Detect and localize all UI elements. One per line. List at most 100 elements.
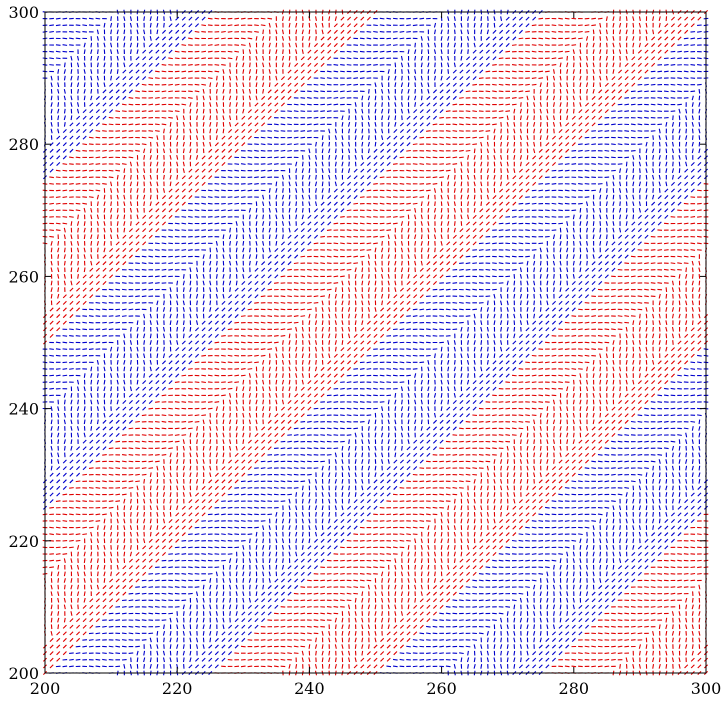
- vector-arrow: [282, 558, 284, 563]
- vector-arrow: [148, 399, 153, 405]
- vector-arrow: [57, 597, 60, 603]
- vector-arrow: [102, 419, 107, 424]
- vector-arrow: [334, 505, 337, 511]
- vector-arrow: [260, 17, 266, 20]
- vector-arrow: [149, 478, 152, 484]
- vector-arrow: [116, 69, 119, 74]
- vector-arrow: [267, 426, 272, 431]
- vector-arrow: [161, 70, 167, 73]
- vector-arrow: [307, 76, 312, 81]
- vector-arrow: [359, 196, 365, 198]
- vector-arrow: [195, 353, 200, 358]
- vector-arrow: [282, 49, 284, 55]
- vector-arrow: [201, 175, 206, 180]
- vector-arrow: [341, 320, 344, 326]
- vector-arrow: [168, 43, 173, 48]
- vector-arrow: [189, 452, 192, 458]
- vector-arrow: [313, 552, 319, 557]
- vector-arrow: [136, 22, 139, 28]
- vector-arrow: [300, 82, 305, 87]
- vector-arrow: [168, 49, 173, 54]
- vector-arrow: [293, 460, 299, 463]
- vector-arrow: [82, 150, 88, 152]
- vector-arrow: [295, 353, 298, 359]
- vector-arrow: [308, 498, 311, 504]
- vector-arrow: [89, 446, 94, 451]
- vector-arrow: [274, 89, 279, 94]
- vector-arrow: [57, 293, 60, 299]
- vector-arrow: [76, 142, 81, 147]
- vector-arrow: [293, 262, 299, 265]
- vector-arrow: [195, 320, 199, 326]
- vector-arrow: [308, 505, 311, 511]
- vector-arrow: [161, 90, 167, 93]
- vector-arrow: [341, 624, 344, 630]
- vector-arrow: [281, 55, 285, 61]
- vector-arrow: [221, 300, 226, 305]
- vector-arrow: [49, 387, 54, 390]
- vector-arrow: [130, 512, 132, 517]
- vector-arrow: [201, 354, 206, 357]
- vector-arrow: [367, 439, 370, 445]
- vector-arrow: [240, 196, 246, 198]
- vector-arrow: [248, 412, 251, 418]
- vector-arrow: [123, 42, 126, 48]
- vector-arrow: [353, 195, 358, 200]
- vector-arrow: [315, 174, 317, 180]
- vector-arrow: [169, 664, 172, 669]
- vector-arrow: [161, 532, 166, 537]
- vector-arrow: [215, 240, 218, 246]
- vector-arrow: [96, 406, 99, 411]
- vector-arrow: [313, 399, 319, 405]
- vector-arrow: [175, 518, 180, 523]
- vector-arrow: [300, 130, 306, 132]
- vector-arrow: [201, 155, 206, 160]
- vector-arrow: [333, 532, 338, 537]
- vector-arrow: [235, 564, 238, 570]
- vector-arrow: [62, 142, 67, 147]
- vector-arrow: [288, 518, 291, 524]
- vector-arrow: [136, 366, 139, 372]
- vector-arrow: [214, 320, 219, 325]
- vector-arrow: [262, 406, 265, 411]
- vector-arrow: [116, 359, 119, 365]
- vector-arrow: [241, 452, 246, 457]
- vector-arrow: [215, 260, 218, 266]
- vector-arrow: [300, 393, 305, 398]
- vector-arrow: [76, 545, 80, 550]
- vector-arrow: [354, 108, 357, 114]
- vector-arrow: [83, 558, 86, 563]
- vector-arrow: [109, 22, 113, 28]
- vector-arrow: [346, 83, 352, 86]
- vector-arrow: [249, 584, 251, 590]
- vector-arrow: [128, 247, 133, 252]
- vector-arrow: [254, 328, 259, 331]
- vector-arrow: [55, 381, 61, 384]
- vector-arrow: [255, 49, 258, 55]
- vector-arrow: [262, 201, 265, 207]
- vector-arrow: [89, 115, 94, 120]
- vector-arrow: [63, 412, 66, 418]
- vector-arrow: [182, 274, 185, 279]
- vector-arrow: [353, 499, 358, 504]
- vector-arrow: [123, 518, 126, 524]
- vector-arrow: [130, 221, 132, 226]
- vector-arrow: [156, 340, 159, 345]
- vector-arrow: [361, 485, 364, 491]
- vector-arrow: [242, 597, 245, 603]
- vector-arrow: [340, 235, 345, 238]
- vector-arrow: [300, 308, 306, 311]
- vector-arrow: [340, 181, 345, 186]
- vector-arrow: [130, 36, 132, 41]
- vector-arrow: [201, 492, 206, 497]
- vector-arrow: [156, 320, 159, 326]
- vector-arrow: [195, 591, 199, 597]
- vector-arrow: [201, 505, 206, 510]
- vector-arrow: [169, 128, 172, 134]
- vector-arrow: [249, 399, 251, 405]
- vector-arrow: [334, 128, 337, 134]
- vector-arrow: [188, 518, 193, 523]
- vector-arrow: [347, 36, 352, 41]
- vector-arrow: [156, 478, 159, 484]
- vector-arrow: [69, 37, 74, 40]
